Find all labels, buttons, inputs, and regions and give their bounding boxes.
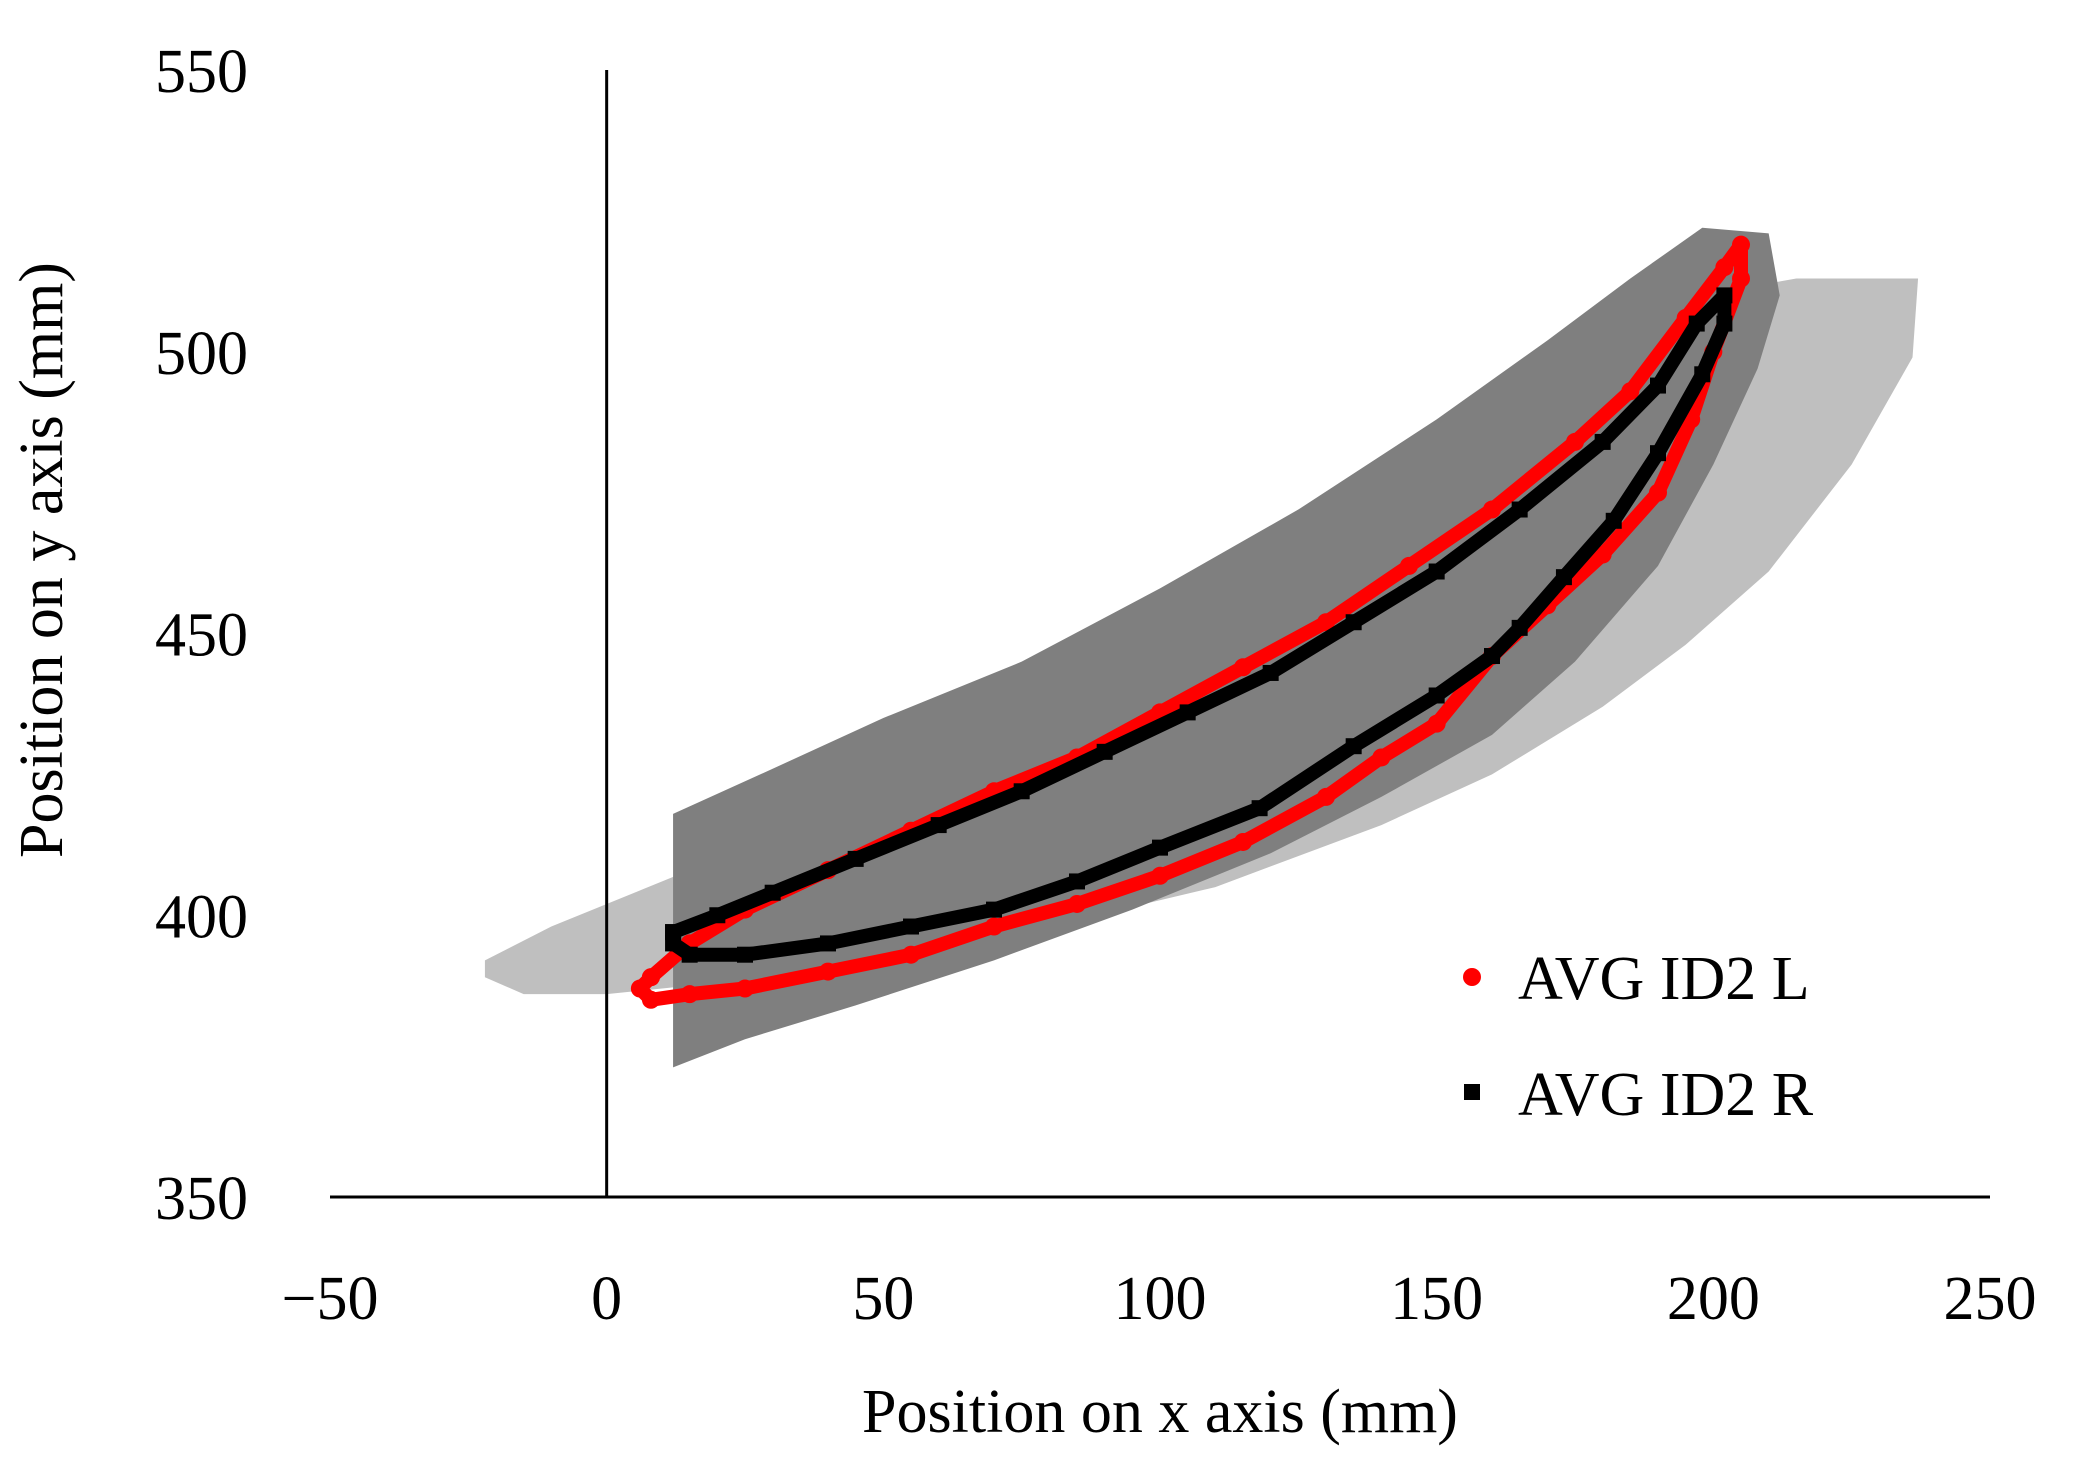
data-point — [1152, 839, 1168, 856]
data-point — [1317, 787, 1335, 806]
y-tick-label: 450 — [155, 602, 248, 670]
x-axis-title: Position on x axis (mm) — [862, 1378, 1458, 1446]
x-tick-label: 100 — [1114, 1265, 1207, 1333]
data-point — [1716, 315, 1733, 332]
data-point — [1428, 687, 1445, 704]
data-point — [1400, 556, 1418, 575]
data-point — [1096, 743, 1113, 760]
band-sd-id2-l — [673, 227, 1780, 1068]
data-point — [1251, 800, 1268, 817]
data-point — [1650, 377, 1666, 394]
data-point — [819, 962, 837, 981]
y-tick-label: 500 — [155, 320, 248, 388]
data-point — [630, 979, 649, 998]
data-point — [737, 946, 753, 963]
data-point — [641, 968, 660, 987]
x-tick-label: 200 — [1667, 1265, 1760, 1333]
data-point — [1372, 748, 1391, 767]
data-point — [820, 935, 836, 952]
data-point — [1511, 501, 1528, 518]
data-point — [1484, 648, 1500, 665]
data-point — [1234, 658, 1252, 677]
data-point — [902, 945, 920, 964]
x-tick-label: 0 — [591, 1265, 622, 1333]
data-point — [1345, 738, 1362, 755]
data-point — [1688, 315, 1705, 332]
data-point — [709, 907, 726, 924]
legend: AVG ID2 L AVG ID2 R — [1463, 945, 1814, 1129]
data-point — [1694, 366, 1711, 383]
data-point — [1605, 512, 1622, 529]
data-point — [1179, 704, 1196, 721]
y-tick-label: 400 — [155, 883, 248, 951]
y-axis-title: Position on y axis (mm) — [8, 262, 76, 858]
data-point — [764, 884, 781, 901]
data-point — [986, 901, 1002, 918]
legend-marker-avg-id2-r — [1464, 1084, 1480, 1100]
data-point — [1650, 445, 1666, 462]
legend-marker-avg-id2-l — [1463, 968, 1481, 986]
data-point — [1511, 619, 1528, 636]
data-point — [1732, 235, 1750, 254]
legend-label-avg-id2-r: AVG ID2 R — [1518, 1061, 1814, 1129]
data-series — [630, 235, 1750, 1009]
data-point — [1566, 432, 1584, 451]
data-point — [1715, 258, 1734, 277]
x-tick-label: 50 — [852, 1265, 914, 1333]
data-point — [1151, 866, 1169, 885]
data-point — [930, 817, 947, 834]
y-tick-label: 550 — [155, 38, 248, 106]
data-point — [1483, 500, 1501, 519]
data-point — [1649, 483, 1667, 502]
x-tick-labels: −50 0 50 100 150 200 250 — [282, 1265, 2037, 1333]
x-tick-label: 250 — [1944, 1265, 2037, 1333]
data-point — [903, 918, 919, 935]
data-point — [1621, 382, 1640, 401]
data-point — [847, 850, 864, 867]
series-avg-id2-r — [665, 287, 1733, 963]
data-point — [1555, 569, 1572, 586]
data-point — [1234, 832, 1252, 851]
data-point — [1716, 287, 1733, 304]
data-point — [1427, 714, 1446, 733]
data-point — [736, 979, 754, 998]
data-point — [1317, 613, 1335, 632]
data-point — [1345, 614, 1362, 631]
data-point — [681, 946, 698, 963]
data-point — [1428, 563, 1445, 580]
data-point — [1013, 783, 1030, 800]
data-point — [1594, 433, 1611, 450]
y-tick-labels: 350 400 450 500 550 — [155, 38, 248, 1233]
data-point — [985, 917, 1003, 936]
data-point — [1069, 873, 1085, 890]
data-point — [1068, 894, 1086, 913]
data-point — [641, 990, 660, 1009]
data-point — [1262, 664, 1279, 681]
legend-label-avg-id2-l: AVG ID2 L — [1518, 945, 1810, 1013]
data-point — [665, 924, 682, 941]
x-tick-label: −50 — [282, 1265, 379, 1333]
data-point — [680, 985, 699, 1004]
data-point — [1593, 545, 1612, 564]
y-tick-label: 350 — [155, 1165, 248, 1233]
data-point — [1732, 269, 1750, 288]
x-tick-label: 150 — [1390, 1265, 1483, 1333]
